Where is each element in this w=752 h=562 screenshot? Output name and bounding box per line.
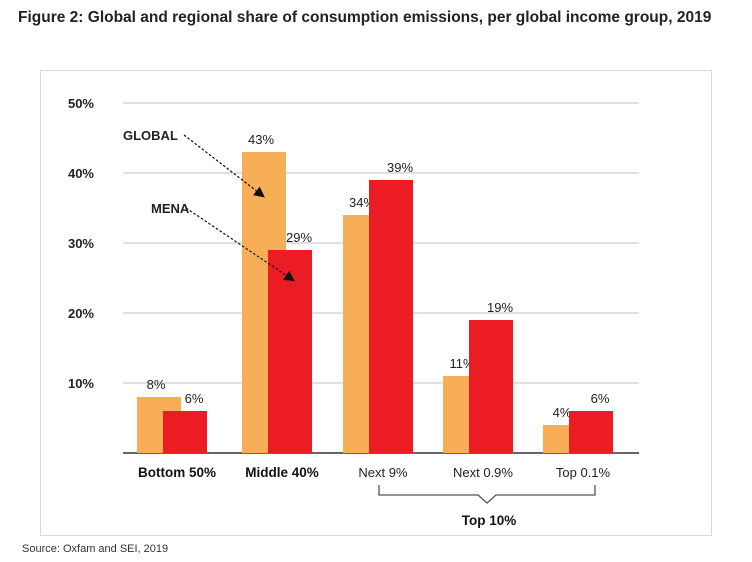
data-label-mena: 29% xyxy=(286,230,312,245)
annotation-arrow-mena xyxy=(185,207,295,282)
chart-title: Figure 2: Global and regional share of c… xyxy=(18,9,712,26)
y-tick-label: 40% xyxy=(68,166,94,181)
bar-mena-2 xyxy=(268,250,312,453)
x-category-label: Bottom 50% xyxy=(138,465,216,480)
data-label-global: 11% xyxy=(449,356,474,371)
group-bracket-label: Top 10% xyxy=(462,513,517,528)
data-label-global: 43% xyxy=(248,132,274,147)
bar-chart: 10% 20% 30% 40% 50% 8% 6% Bottom 50% 43% 29% Middl… xyxy=(68,96,639,528)
x-category-label: Next 9% xyxy=(358,465,408,480)
bar-mena-3 xyxy=(369,180,413,453)
bar-mena-5 xyxy=(569,411,613,453)
data-label-mena: 6% xyxy=(185,391,204,406)
bar-mena-1 xyxy=(163,411,207,453)
source-note: Source: Oxfam and SEI, 2019 xyxy=(22,543,169,555)
y-tick-label: 30% xyxy=(68,236,94,251)
annotation-mena: MENA xyxy=(151,201,190,216)
x-category-label: Middle 40% xyxy=(245,465,319,480)
data-label-mena: 6% xyxy=(591,391,610,406)
y-tick-label: 50% xyxy=(68,96,94,111)
annotation-global: GLOBAL xyxy=(123,128,178,143)
bar-mena-4 xyxy=(469,320,513,453)
chart-frame: 10% 20% 30% 40% 50% 8% 6% Bottom 50% 43% 29% Middl… xyxy=(40,70,712,536)
data-label-mena: 39% xyxy=(387,160,413,175)
annotation-arrow-global xyxy=(183,134,265,198)
x-category-label: Next 0.9% xyxy=(453,465,513,480)
group-bracket xyxy=(378,485,596,504)
data-label-global: 4% xyxy=(553,405,572,420)
data-label-global: 8% xyxy=(147,377,166,392)
y-tick-label: 10% xyxy=(68,376,94,391)
x-category-label: Top 0.1% xyxy=(556,465,611,480)
y-tick-label: 20% xyxy=(68,306,94,321)
data-label-mena: 19% xyxy=(487,300,513,315)
data-label-global: 34% xyxy=(349,195,375,210)
